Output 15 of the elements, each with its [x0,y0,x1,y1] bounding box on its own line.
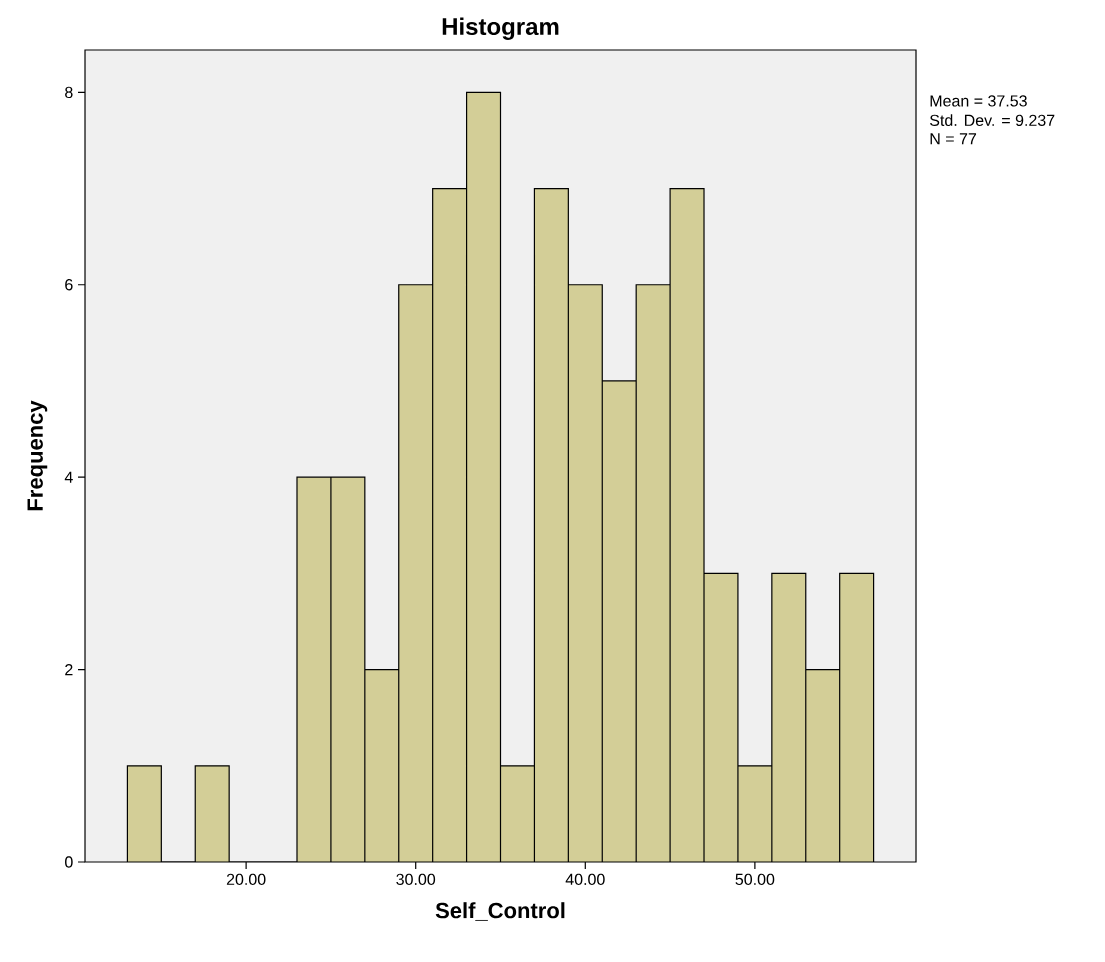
y-tick-label: 0 [65,856,73,868]
text: Mean = 37.53 [930,95,1027,107]
chart-title: Histogram [442,17,559,40]
x-tick-label: 40.00 [565,873,605,886]
x-tick-label: 50.00 [735,873,775,886]
text: Std. Dev. = 9.237 [930,114,1055,126]
y-tick-label: 6 [65,279,73,291]
x-axis-title: Self_Control [435,902,565,921]
y-axis-title: Frequency [27,400,48,511]
x-tick-label: 30.00 [396,873,436,886]
y-tick-label: 2 [65,663,73,676]
text: N = 77 [930,133,977,145]
y-tick-label: 4 [64,471,73,483]
y-tick-label: 8 [65,86,73,98]
x-tick-label: 20.00 [226,873,266,886]
